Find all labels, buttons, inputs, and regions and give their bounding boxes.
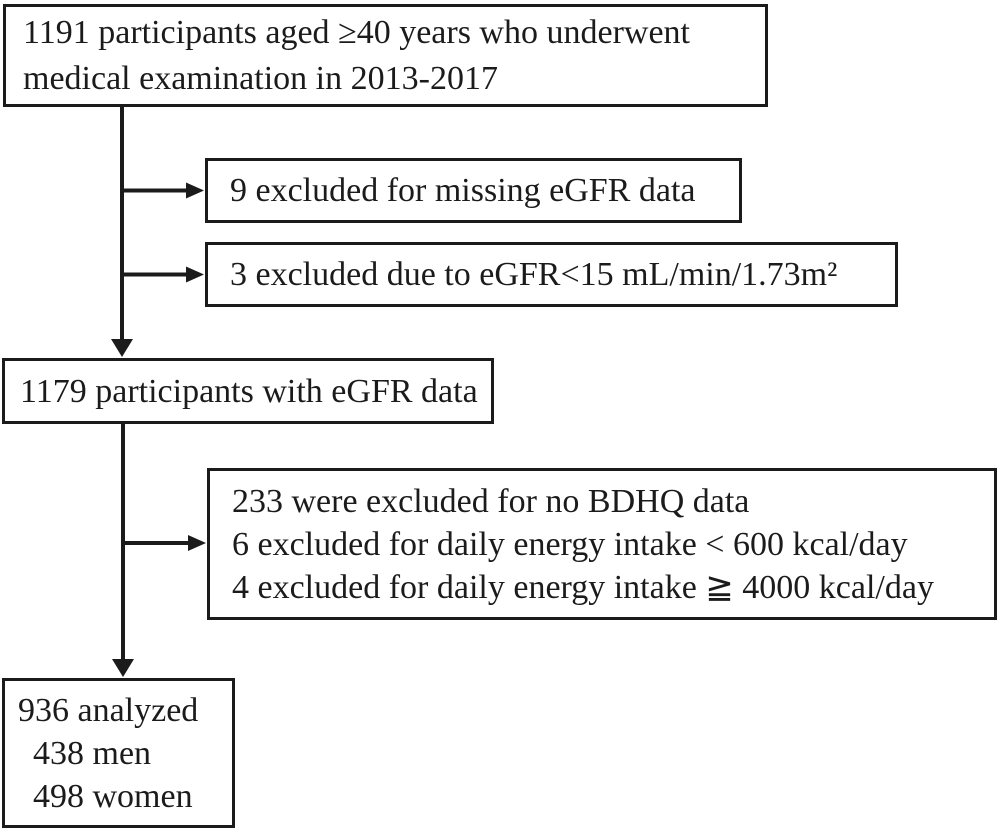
- box-excluded-bdhq-energy: 233 were excluded for no BDHQ data 6 exc…: [207, 468, 997, 620]
- box-excluded-low-egfr: 3 excluded due to eGFR<15 mL/min/1.73m²: [205, 242, 898, 307]
- box-egfr-cohort: 1179 participants with eGFR data: [2, 358, 494, 424]
- box-enrollment-line-1: 1191 participants aged ≥40 years who und…: [23, 13, 690, 51]
- box-analyzed-line-women: 498 women: [33, 777, 193, 815]
- box-excluded-bdhq-line-1: 233 were excluded for no BDHQ data: [232, 482, 750, 520]
- box-excluded-missing-egfr: 9 excluded for missing eGFR data: [205, 158, 742, 223]
- arrowhead-right-bdhq: [188, 535, 206, 551]
- arrowhead-down-to-cohort: [111, 339, 133, 357]
- box-egfr-cohort-line-1: 1179 participants with eGFR data: [20, 372, 478, 410]
- box-excluded-missing-egfr-line-1: 9 excluded for missing eGFR data: [230, 172, 696, 209]
- box-enrollment-line-2: medical examination in 2013-2017: [23, 59, 498, 97]
- box-enrollment: 1191 participants aged ≥40 years who und…: [3, 4, 768, 107]
- box-analyzed: 936 analyzed 438 men 498 women: [2, 678, 235, 828]
- arrowhead-down-to-analyzed: [112, 659, 134, 677]
- box-analyzed-line-men: 438 men: [33, 734, 152, 772]
- arrowhead-right-missing-egfr: [186, 182, 204, 199]
- box-excluded-low-egfr-line-1: 3 excluded due to eGFR<15 mL/min/1.73m²: [230, 256, 838, 293]
- arrowhead-right-low-egfr: [186, 266, 204, 283]
- box-excluded-bdhq-line-2: 6 excluded for daily energy intake < 600…: [232, 525, 908, 563]
- box-excluded-bdhq-line-3: 4 excluded for daily energy intake ≧ 400…: [232, 568, 934, 606]
- box-analyzed-line-total: 936 analyzed: [18, 691, 199, 729]
